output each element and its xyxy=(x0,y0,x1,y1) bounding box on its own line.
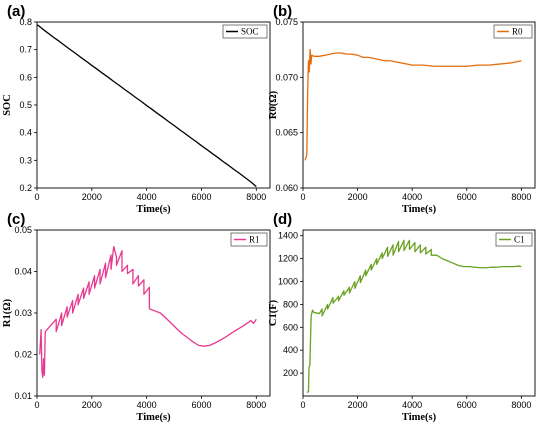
y-tick-label: 0.01 xyxy=(14,391,32,401)
x-tick-label: 8000 xyxy=(246,192,266,202)
x-tick-label: 6000 xyxy=(191,192,211,202)
panel-label: (c) xyxy=(7,211,25,228)
x-tick-label: 0 xyxy=(300,400,305,410)
y-tick-label: 0.02 xyxy=(14,350,32,360)
panel-label: (d) xyxy=(273,211,292,228)
y-tick-label: 0.03 xyxy=(14,308,32,318)
panel-label: (b) xyxy=(273,3,292,20)
y-tick-label: 1400 xyxy=(278,231,298,241)
x-tick-label: 2000 xyxy=(348,400,368,410)
series-line-C1 xyxy=(306,239,522,394)
y-tick-label: 1200 xyxy=(278,254,298,264)
y-tick-label: 200 xyxy=(283,368,298,378)
legend-label: R1 xyxy=(249,235,260,245)
x-tick-label: 2000 xyxy=(82,192,102,202)
plot-frame xyxy=(302,21,536,189)
chart-panel-3: 0 2000 4000 6000 8000 200 400 600 800 1000 1200 140… xyxy=(268,211,536,423)
y-tick-label: 0.04 xyxy=(14,267,32,277)
x-tick-label: 0 xyxy=(34,400,39,410)
legend-label: SOC xyxy=(241,27,259,37)
y-axis-label: R1(Ω) xyxy=(2,298,13,327)
x-axis-label: Time(s) xyxy=(402,204,437,215)
x-tick-label: 8000 xyxy=(511,400,531,410)
y-tick-label: 0.065 xyxy=(275,128,298,138)
x-tick-label: 0 xyxy=(34,192,39,202)
x-tick-label: 6000 xyxy=(191,400,211,410)
x-tick-label: 2000 xyxy=(82,400,102,410)
y-axis-label: C1(F) xyxy=(268,299,279,326)
chart-panel-2: 0 2000 4000 6000 8000 0.01 0.02 0.03 0.04 0.05 Tim… xyxy=(2,211,271,423)
legend-label: R0 xyxy=(512,27,523,37)
legend-box xyxy=(495,232,533,247)
y-tick-label: 0.060 xyxy=(275,183,298,193)
y-tick-label: 0.5 xyxy=(19,100,32,110)
y-tick-label: 600 xyxy=(283,322,298,332)
x-tick-label: 6000 xyxy=(457,192,477,202)
x-axis-label: Time(s) xyxy=(402,412,437,423)
y-tick-label: 0.070 xyxy=(275,72,298,82)
y-tick-label: 0.7 xyxy=(19,45,32,55)
y-tick-label: 0.075 xyxy=(275,17,298,27)
series-line-R1 xyxy=(39,245,257,378)
y-tick-label: 0.2 xyxy=(19,183,32,193)
x-tick-label: 6000 xyxy=(457,400,477,410)
legend-box xyxy=(230,232,268,247)
x-tick-label: 8000 xyxy=(246,400,266,410)
series-line-R0 xyxy=(304,49,522,161)
chart-panel-0: 0 2000 4000 6000 8000 0.2 0.3 0.4 0.5 0.6 0.7 0.8 Ti… xyxy=(2,3,271,215)
y-tick-label: 0.6 xyxy=(19,72,32,82)
y-axis-label: R0(Ω) xyxy=(268,90,279,119)
chart-panel-1: 0 2000 4000 6000 8000 0.060 0.065 0.070 0.075 Tim… xyxy=(268,3,536,215)
x-tick-label: 0 xyxy=(300,192,305,202)
x-tick-label: 8000 xyxy=(511,192,531,202)
y-tick-label: 800 xyxy=(283,299,298,309)
x-tick-label: 2000 xyxy=(348,192,368,202)
y-tick-label: 400 xyxy=(283,345,298,355)
legend-box xyxy=(222,24,268,39)
y-tick-label: 0.05 xyxy=(14,225,32,235)
plot-frame xyxy=(302,229,536,397)
y-tick-label: 0.4 xyxy=(19,128,32,138)
y-tick-label: 1000 xyxy=(278,277,298,287)
legend-box xyxy=(493,24,533,39)
x-axis-label: Time(s) xyxy=(136,204,171,215)
panel-label: (a) xyxy=(7,3,25,20)
x-tick-label: 4000 xyxy=(402,192,422,202)
y-tick-label: 0.8 xyxy=(19,17,32,27)
legend-label: C1 xyxy=(514,235,525,245)
x-tick-label: 4000 xyxy=(402,400,422,410)
plot-frame xyxy=(36,21,271,189)
series-line-SOC xyxy=(36,24,257,188)
y-tick-label: 0.3 xyxy=(19,155,32,165)
plot-frame xyxy=(36,229,271,397)
x-tick-label: 4000 xyxy=(137,192,157,202)
x-axis-label: Time(s) xyxy=(136,412,171,423)
y-axis-label: SOC xyxy=(2,94,13,116)
x-tick-label: 4000 xyxy=(137,400,157,410)
